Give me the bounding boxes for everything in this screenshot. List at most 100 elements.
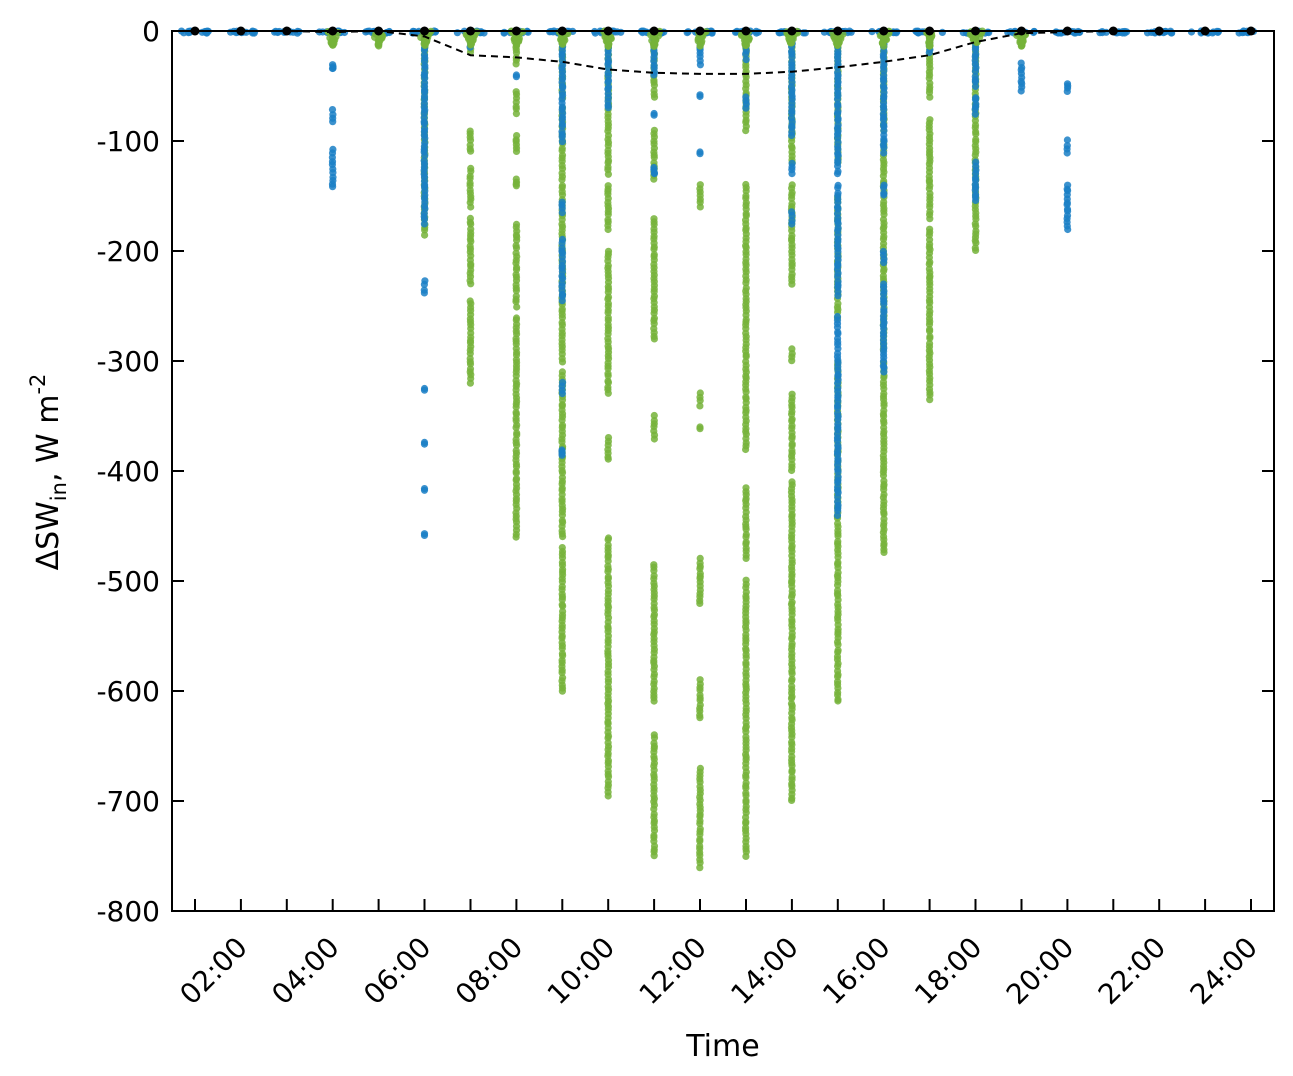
point-green [696,203,704,211]
point-green [512,60,520,68]
point-green [417,33,425,42]
point-blue [834,184,842,192]
point-green [787,694,796,703]
point-green [652,36,660,44]
point-green [788,435,796,443]
y-axis-label-sup: -2 [26,374,50,395]
point-blue [742,104,750,112]
point-green [604,389,612,397]
point-blue [420,120,428,128]
point-green [467,203,475,211]
point-blue [329,118,337,126]
point-green [650,852,658,860]
y-tick-label: -100 [96,125,160,158]
y-tick-label: -300 [96,345,160,378]
point-blue [1017,87,1025,95]
point-blue [925,48,933,57]
point-green [834,641,842,649]
y-axis-label: ΔSWin, W m-2 [26,374,71,571]
point-green [742,127,750,135]
point-green [696,864,704,872]
y-tick-label: 0 [142,15,160,48]
point-blue [880,184,888,192]
point-green [830,33,838,41]
point-green [743,35,752,44]
point-blue [559,84,567,92]
point-blue [834,292,842,300]
point-green [742,728,750,736]
point-green [788,280,796,288]
point-green [696,34,705,42]
point-green [650,435,659,443]
point-green [650,335,659,343]
point-green [466,38,474,46]
point-green [742,525,750,533]
point-green [650,81,659,89]
point-blue [834,162,842,170]
point-blue [880,143,888,152]
point-green [512,469,520,477]
point-green [604,557,612,565]
mean-dashed-line [195,29,1251,75]
point-blue [420,280,428,288]
point-green [512,40,521,48]
y-tick-label: -400 [96,455,160,488]
point-blue [742,56,750,64]
y-tick-label: -800 [96,895,160,928]
point-green [834,553,842,561]
point-green [467,147,475,155]
point-green [833,41,842,49]
point-green [650,153,658,161]
point-blue [788,211,796,220]
point-green [604,455,612,463]
point-green [604,536,612,544]
y-tick-labels: 0 -100 -200 -300 -400 -500 -600 -700 -800 [96,15,160,928]
x-tick-label: 24:00 [1184,931,1264,1011]
y-tick-label: -200 [96,235,160,268]
point-blue [1063,149,1071,157]
plot-frame [171,30,1275,912]
point-green [512,110,521,118]
point-blue [328,64,337,73]
point-blue [879,116,888,124]
point-green [880,548,888,557]
point-blue [834,102,842,110]
point-green [466,379,474,387]
point-green [604,567,612,576]
point-green [604,792,612,800]
point-blue [558,209,566,217]
point-green [969,35,977,44]
point-blue [938,28,947,36]
point-green [650,567,658,575]
x-tick-label: 12:00 [633,931,713,1011]
point-green [421,41,429,50]
point-green [879,471,888,480]
point-blue [512,73,521,81]
point-green [834,581,842,589]
x-tick-labels: 02:00 04:00 06:00 08:00 10:00 12:00 14:00 16:00… [173,931,1264,1011]
point-green [834,697,842,705]
point-blue [880,149,888,157]
point-blue [1064,225,1072,234]
point-green [558,511,567,519]
point-green [559,602,567,610]
point-green [926,396,934,404]
point-green [696,42,704,50]
point-green [375,42,383,50]
y-tick-label: -600 [96,675,160,708]
point-blue [820,28,829,36]
point-green [421,226,429,234]
point-green [512,298,520,306]
point-green [604,170,613,178]
x-axis-label: Time [685,1029,759,1064]
point-blue [971,110,979,118]
point-green [650,697,658,705]
point-green [925,34,934,42]
point-green [696,402,704,410]
point-blue [833,511,842,519]
point-blue [420,386,429,394]
point-green [788,357,796,365]
x-tick-label: 10:00 [541,931,621,1011]
point-green [512,533,520,541]
